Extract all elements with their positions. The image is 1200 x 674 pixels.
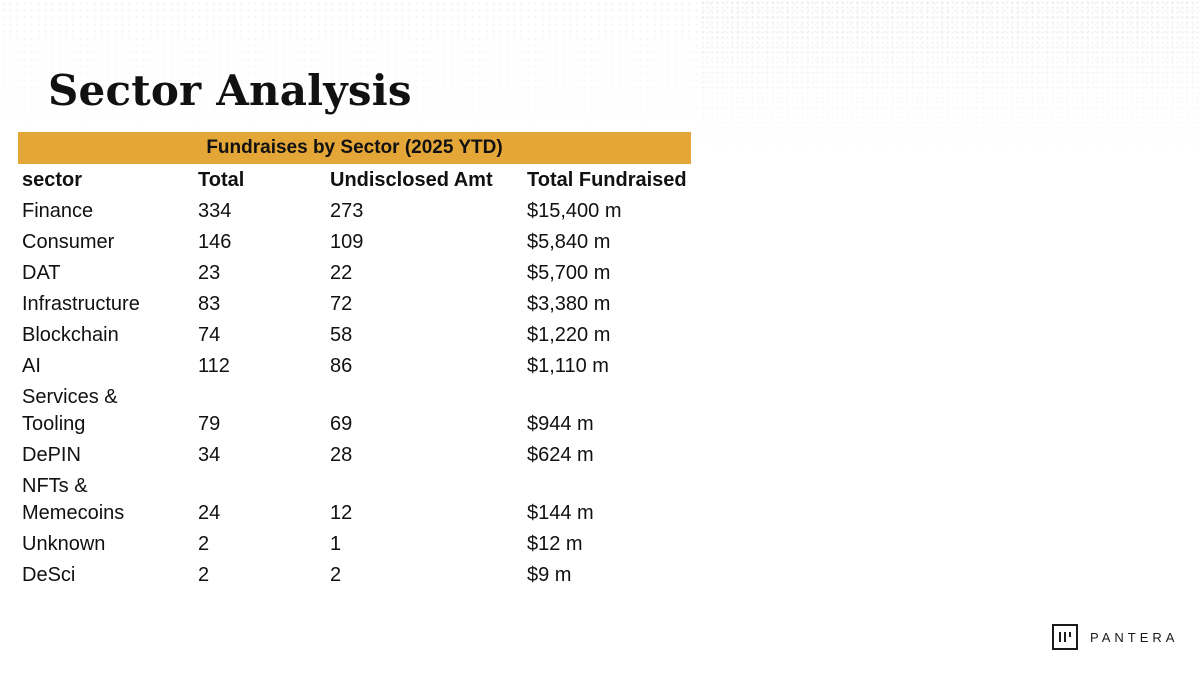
cell-undisclosed: 86 xyxy=(330,355,353,377)
cell-total-fundraised: $9 m xyxy=(527,564,572,586)
cell-sector: Services & Tooling xyxy=(22,386,118,435)
cell-total-fundraised: $144 m xyxy=(527,502,594,524)
cell-undisclosed: 72 xyxy=(330,293,353,315)
table-row: DePIN 34 28 $624 m xyxy=(18,440,691,471)
table-header-row: sector Total Undisclosed Amt Total Fundr… xyxy=(18,164,691,196)
cell-total-fundraised: $944 m xyxy=(527,413,594,435)
table-row: Unknown 2 1 $12 m xyxy=(18,529,691,560)
cell-total: 34 xyxy=(198,444,221,466)
cell-sector: NFTs & Memecoins xyxy=(22,475,125,524)
table-row: Blockchain 74 58 $1,220 m xyxy=(18,320,691,351)
cell-sector: DePIN xyxy=(22,444,81,466)
cell-total-fundraised: $15,400 m xyxy=(527,200,622,222)
header-total: Total xyxy=(198,168,245,191)
cell-sector: Unknown xyxy=(22,533,106,555)
table-title: Fundraises by Sector (2025 YTD) xyxy=(206,137,503,158)
cell-sector: Infrastructure xyxy=(22,293,140,315)
cell-total-fundraised: $624 m xyxy=(527,444,594,466)
header-undisclosed: Undisclosed Amt xyxy=(330,168,493,191)
header-sector: sector xyxy=(22,168,83,191)
cell-undisclosed: 22 xyxy=(330,262,353,284)
cell-sector: DeSci xyxy=(22,564,76,586)
cell-total: 2 xyxy=(198,533,210,555)
cell-sector: Finance xyxy=(22,200,94,222)
brand-name: PANTERA xyxy=(1090,629,1179,645)
cell-total: 23 xyxy=(198,262,221,284)
cell-sector: DAT xyxy=(22,262,61,284)
cell-total-fundraised: $1,220 m xyxy=(527,324,611,346)
page-title: Sector Analysis xyxy=(48,66,412,115)
pantera-logo-icon xyxy=(1052,624,1078,650)
cell-undisclosed: 28 xyxy=(330,444,353,466)
cell-total-fundraised: $5,840 m xyxy=(527,231,611,253)
cell-total: 74 xyxy=(198,324,221,346)
pantera-logo: PANTERA xyxy=(1052,624,1178,650)
cell-total: 83 xyxy=(198,293,221,315)
cell-total: 79 xyxy=(198,413,221,435)
table-title-banner: Fundraises by Sector (2025 YTD) xyxy=(18,132,691,164)
cell-undisclosed: 273 xyxy=(330,200,364,222)
table-row: Consumer 146 109 $5,840 m xyxy=(18,227,691,258)
cell-total-fundraised: $3,380 m xyxy=(527,293,611,315)
cell-total-fundraised: $1,110 m xyxy=(527,355,609,377)
cell-total: 2 xyxy=(198,564,210,586)
table-row: Services & Tooling 79 69 $944 m xyxy=(18,382,691,440)
cell-sector: Consumer xyxy=(22,231,115,253)
sector-table: sector Total Undisclosed Amt Total Fundr… xyxy=(18,164,691,591)
cell-total: 112 xyxy=(198,355,230,377)
table-row: NFTs & Memecoins 24 12 $144 m xyxy=(18,471,691,529)
cell-total-fundraised: $12 m xyxy=(527,533,583,555)
cell-undisclosed: 2 xyxy=(330,564,342,586)
cell-undisclosed: 1 xyxy=(330,533,342,555)
table-row: Finance 334 273 $15,400 m xyxy=(18,196,691,227)
table-row: DeSci 2 2 $9 m xyxy=(18,560,691,591)
cell-undisclosed: 12 xyxy=(330,502,353,524)
cell-undisclosed: 109 xyxy=(330,231,364,253)
table-row: AI 112 86 $1,110 m xyxy=(18,351,691,382)
cell-total: 146 xyxy=(198,231,232,253)
cell-total: 334 xyxy=(198,200,232,222)
cell-undisclosed: 58 xyxy=(330,324,353,346)
cell-total-fundraised: $5,700 m xyxy=(527,262,611,284)
cell-total: 24 xyxy=(198,502,221,524)
table-body: Finance 334 273 $15,400 m Consumer 146 109 $5,8… xyxy=(18,196,691,591)
cell-sector: AI xyxy=(22,355,41,377)
header-total-fundraised: Total Fundraised xyxy=(527,168,687,191)
table-row: DAT 23 22 $5,700 m xyxy=(18,258,691,289)
table-row: Infrastructure 83 72 $3,380 m xyxy=(18,289,691,320)
cell-sector: Blockchain xyxy=(22,324,119,346)
background-texture-right xyxy=(700,0,1200,160)
cell-undisclosed: 69 xyxy=(330,413,353,435)
